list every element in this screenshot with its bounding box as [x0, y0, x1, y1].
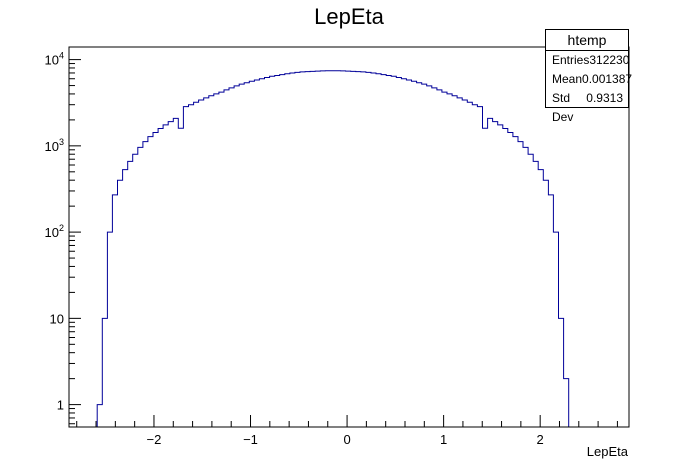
x-tick-label: −1	[243, 432, 258, 447]
y-tick-label: 103	[45, 137, 64, 154]
y-tick-label: 102	[45, 223, 64, 240]
stats-box-title: htemp	[546, 30, 628, 51]
histogram-line	[92, 70, 574, 428]
plot-frame	[68, 46, 630, 428]
stats-box: htemp Entries 312230 Mean 0.001387 Std D…	[545, 29, 632, 124]
y-tick-label: 104	[45, 51, 64, 68]
stats-row-stddev: Std Dev 0.9313	[546, 89, 628, 124]
x-tick-label: 0	[343, 432, 350, 447]
y-tick-label: 1	[57, 398, 64, 413]
stats-row-entries: Entries 312230	[546, 51, 630, 70]
x-tick-label: 1	[440, 432, 447, 447]
stats-label: Mean	[552, 72, 583, 86]
chart-title: LepEta	[314, 4, 384, 29]
stats-label: Entries	[552, 53, 590, 67]
x-tick-label: −2	[147, 432, 162, 447]
stats-label: Std Dev	[552, 91, 574, 124]
y-tick-label: 10	[50, 311, 64, 326]
stats-value: 0.9313	[586, 91, 623, 105]
x-axis-label: LepEta	[586, 444, 628, 459]
stats-row-mean: Mean 0.001387	[546, 70, 632, 89]
stats-value: 312230	[589, 53, 630, 67]
stats-value: 0.001387	[582, 72, 633, 86]
x-tick-label: 2	[537, 432, 544, 447]
